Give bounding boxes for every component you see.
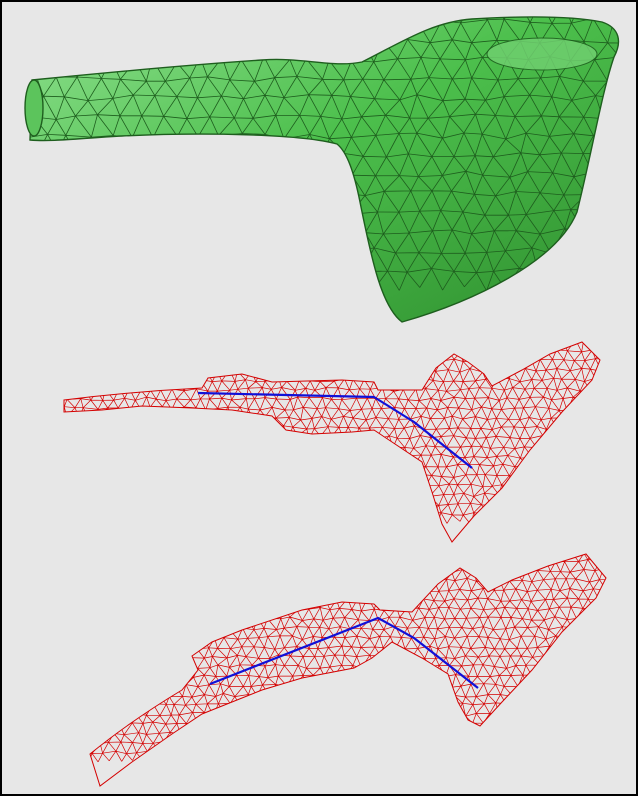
skeleton-panel-1 <box>63 341 601 543</box>
skeleton-panel-2 <box>89 553 607 787</box>
centerline <box>197 391 473 469</box>
wireframe-mesh <box>64 342 600 526</box>
mesh-edges <box>64 342 600 526</box>
surface-mesh-panel <box>24 16 620 323</box>
wireframe-outline <box>63 341 601 543</box>
centerline <box>209 616 479 689</box>
tube-opening <box>24 79 44 137</box>
surface-mesh-body <box>29 16 620 323</box>
funnel-opening <box>486 37 598 71</box>
wireframe-outline <box>89 553 607 787</box>
